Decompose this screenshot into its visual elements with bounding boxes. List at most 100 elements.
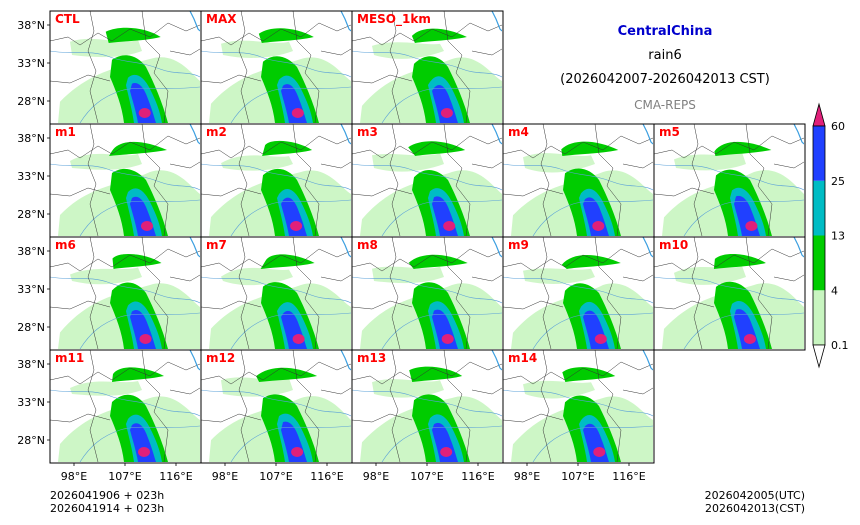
ensemble-panel: m7 — [200, 236, 353, 351]
init-time-info: 2026041906 + 023h 2026041914 + 023h — [50, 489, 164, 515]
river-line — [201, 50, 351, 78]
river-line — [230, 199, 351, 236]
init-time-line-1: 2026041906 + 023h — [50, 489, 165, 502]
lon-tick-label: 107°E — [259, 470, 292, 483]
lat-tick-label: 28°N — [17, 95, 45, 108]
extreme-rain-area — [141, 221, 153, 231]
province-boundary — [201, 237, 351, 349]
lat-tick-label: 28°N — [17, 208, 45, 221]
ensemble-panel: m2 — [200, 123, 353, 238]
river-line — [79, 86, 200, 123]
river-line — [79, 199, 200, 236]
province-boundary — [201, 11, 351, 123]
panel-frame — [653, 236, 806, 351]
ensemble-panel: m13 — [351, 349, 504, 464]
light-rain-area — [221, 267, 293, 286]
extreme-rain-area — [594, 334, 607, 344]
river-line — [230, 86, 351, 123]
river-line — [381, 86, 502, 123]
moderate-rain-area — [713, 254, 766, 269]
panel-label: CTL — [55, 12, 80, 26]
axis-labels: 38°N 33°N 28°N 38°N 33°N 28°N 38°N 33°N 28°N 38°N… — [17, 19, 646, 483]
river-line — [503, 389, 653, 417]
ensemble-panel: m5 — [653, 123, 806, 238]
panel-map — [201, 237, 351, 349]
panel-grid: CTL MAX MESO_1km m1 m2 m3 m4 m5 m6 m7 m8 m9 m10 m11 m1… — [49, 10, 806, 464]
panel-label: m9 — [508, 238, 529, 252]
panel-map — [201, 350, 351, 462]
coastline — [642, 237, 653, 258]
panel-map — [654, 124, 804, 236]
coastline — [491, 237, 502, 258]
panel-map — [352, 11, 502, 123]
river-line — [201, 163, 351, 191]
moderate-rain-area — [105, 27, 161, 43]
province-boundary — [50, 237, 200, 349]
light-rain-area — [523, 268, 595, 284]
colorbar-level-label: 0.1 — [831, 339, 849, 352]
coastline — [642, 350, 653, 371]
coastline — [340, 124, 351, 145]
river-line — [352, 389, 502, 417]
lon-tick-label: 98°E — [61, 470, 87, 483]
light-rain-area — [221, 40, 293, 58]
colorbar-segment — [813, 126, 825, 181]
extreme-rain-area — [745, 221, 758, 231]
extreme-rain-area — [292, 334, 305, 344]
ensemble-panel: m11 — [49, 349, 202, 464]
coastline — [793, 124, 804, 145]
extreme-rain-area — [593, 447, 606, 457]
ensemble-panel: m10 — [653, 236, 806, 351]
river-line — [381, 425, 502, 462]
panel-map — [503, 237, 653, 349]
river-line — [50, 163, 200, 191]
ensemble-panel: m14 — [502, 349, 655, 464]
colorbar: 0.1 4 13 25 60 — [812, 102, 849, 369]
moderate-rain-area — [411, 28, 467, 43]
panel-map — [503, 350, 653, 462]
extreme-rain-area — [440, 447, 453, 457]
panel-map — [654, 237, 804, 349]
ensemble-panel: CTL — [49, 10, 202, 125]
panel-label: m10 — [659, 238, 688, 252]
province-boundary — [503, 237, 653, 349]
ensemble-panel: m8 — [351, 236, 504, 351]
extreme-rain-area — [743, 334, 756, 344]
moderate-rain-area — [256, 367, 318, 382]
lat-tick-label: 33°N — [17, 170, 45, 183]
colorbar-level-label: 4 — [831, 284, 838, 297]
panel-label: m3 — [357, 125, 378, 139]
coastline — [793, 237, 804, 258]
river-line — [532, 425, 653, 462]
panel-label: m13 — [357, 351, 386, 365]
extreme-rain-area — [441, 334, 454, 344]
colorbar-level-label: 13 — [831, 230, 845, 243]
moderate-rain-area — [258, 28, 314, 43]
river-line — [230, 425, 351, 462]
river-line — [230, 312, 351, 349]
panel-label: m5 — [659, 125, 680, 139]
colorbar-level-label: 60 — [831, 120, 845, 133]
valid-time-cst: 2026042013(CST) — [705, 502, 805, 515]
ensemble-panel: m12 — [200, 349, 353, 464]
river-line — [50, 276, 200, 304]
panel-map — [352, 350, 502, 462]
panel-map — [50, 350, 200, 462]
panel-label: m11 — [55, 351, 84, 365]
valid-time-info: 2026042005(UTC) 2026042013(CST) — [705, 489, 805, 515]
river-line — [352, 276, 502, 304]
panel-map — [201, 11, 351, 123]
river-line — [79, 312, 200, 349]
river-line — [503, 163, 653, 191]
lon-tick-label: 98°E — [514, 470, 540, 483]
river-line — [381, 312, 502, 349]
province-boundary — [50, 124, 200, 236]
moderate-rain-area — [409, 366, 463, 382]
panel-map — [352, 237, 502, 349]
lat-tick-label: 28°N — [17, 321, 45, 334]
light-rain-area — [674, 265, 746, 285]
river-line — [201, 389, 351, 417]
panel-map — [50, 124, 200, 236]
coastline — [340, 11, 351, 32]
panel-label: m7 — [206, 238, 227, 252]
